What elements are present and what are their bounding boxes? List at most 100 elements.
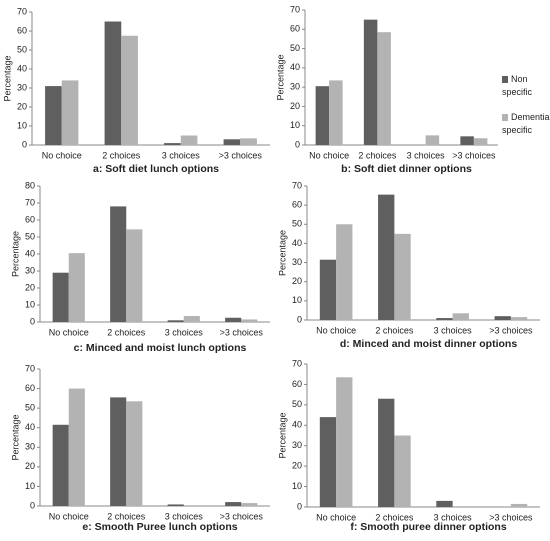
y-tick-label: 20	[25, 282, 35, 292]
bar	[121, 35, 138, 145]
x-tick-label: 3 choices	[162, 150, 201, 160]
bar	[494, 316, 511, 320]
x-tick-label: 3 choices	[407, 150, 446, 160]
y-tick-label: 60	[25, 214, 35, 224]
y-tick-label: 10	[17, 120, 27, 130]
x-tick-label: 3 choices	[165, 327, 204, 337]
chart-title t: c: Minced and moist lunch options	[74, 342, 247, 354]
chart-title t: f: Smooth puree dinner options	[350, 521, 506, 533]
bar	[68, 253, 85, 322]
bar	[436, 500, 453, 507]
x-tick-label: No choice	[309, 150, 349, 160]
y-tick-label: 60	[292, 379, 302, 389]
bar	[436, 318, 453, 320]
x-tick-label: 3 choices	[165, 511, 204, 521]
y-tick-label: 30	[25, 442, 35, 452]
x-tick-label: No choice	[49, 511, 89, 521]
legend-swatch	[502, 76, 508, 83]
y-tick-label: 20	[25, 461, 35, 471]
y-tick-label: 0	[297, 501, 302, 511]
bar	[104, 21, 122, 145]
y-axis-label: Percentage	[275, 54, 285, 100]
bar	[363, 19, 378, 146]
y-tick-label: 0	[30, 500, 35, 510]
x-tick-label: >3 choices	[219, 150, 263, 160]
bar	[329, 80, 343, 145]
chart-title t: d: Minced and moist dinner options	[340, 338, 517, 350]
bar	[378, 194, 395, 320]
y-tick-label: 40	[17, 63, 27, 73]
y-tick-label: 70	[25, 363, 35, 373]
bar	[394, 435, 411, 507]
y-tick-label: 60	[292, 200, 302, 210]
y-tick-label: 70	[292, 358, 302, 368]
y-tick-label: 10	[292, 295, 302, 305]
chart-title t: e: Smooth Puree lunch options	[82, 521, 237, 533]
x-tick-label: 2 choices	[107, 327, 146, 337]
y-tick-label: 50	[25, 403, 35, 413]
bar	[110, 206, 127, 322]
x-tick-label: No choice	[42, 150, 82, 160]
x-tick-label: >3 choices	[452, 150, 496, 160]
x-tick-label: >3 choices	[220, 511, 264, 521]
x-tick-label: No choice	[316, 512, 356, 522]
y-tick-label: 40	[292, 238, 302, 248]
x-tick-label: 3 choices	[434, 325, 473, 335]
bar	[241, 319, 258, 322]
y-tick-label: 70	[25, 197, 35, 207]
bar	[319, 417, 337, 507]
x-tick-label: No choice	[316, 325, 356, 335]
bar	[45, 86, 62, 145]
x-tick-label: >3 choices	[489, 325, 533, 335]
bar	[394, 233, 411, 320]
y-axis-label: Percentage	[277, 412, 287, 458]
bar	[510, 503, 528, 507]
x-tick-label: >3 choices	[489, 512, 533, 522]
y-tick-label: 10	[25, 481, 35, 491]
x-tick-label: >3 choices	[220, 327, 264, 337]
y-tick-label: 40	[25, 422, 35, 432]
y-tick-label: 50	[292, 399, 302, 409]
bar	[167, 320, 184, 322]
y-tick-label: 30	[292, 257, 302, 267]
y-axis-label: Percentage	[10, 414, 20, 460]
x-tick-label: 3 choices	[434, 512, 473, 522]
y-tick-label: 40	[290, 62, 300, 72]
y-tick-label: 10	[25, 299, 35, 309]
x-tick-label: 2 choices	[375, 325, 414, 335]
bar	[126, 229, 143, 322]
bar	[225, 502, 242, 506]
x-tick-label: 2 choices	[102, 150, 141, 160]
bar	[61, 80, 79, 145]
y-tick-label: 40	[25, 248, 35, 258]
chart-title t: a: Soft diet lunch options	[93, 163, 219, 175]
y-tick-label: 40	[292, 420, 302, 430]
bar	[336, 377, 353, 507]
y-axis-label: Percentage	[277, 230, 287, 276]
bar	[319, 259, 337, 320]
y-tick-label: 20	[290, 101, 300, 111]
y-tick-label: 20	[17, 101, 27, 111]
y-tick-label: 20	[292, 276, 302, 286]
x-tick-label: 2 choices	[358, 150, 397, 160]
y-tick-label: 60	[17, 25, 27, 35]
y-tick-label: 0	[22, 139, 27, 149]
bar	[183, 316, 200, 322]
y-tick-label: 20	[292, 461, 302, 471]
y-tick-label: 0	[295, 139, 300, 149]
bar	[315, 86, 330, 145]
y-tick-label: 50	[25, 231, 35, 241]
chart-title t: b: Soft diet dinner options	[341, 163, 472, 175]
bar	[336, 224, 353, 320]
y-tick-label: 10	[290, 120, 300, 130]
bar	[68, 388, 85, 506]
bar	[377, 32, 391, 145]
bar	[241, 503, 258, 506]
bar	[167, 504, 184, 506]
bar	[225, 317, 242, 322]
y-tick-label: 30	[290, 82, 300, 92]
bar	[378, 398, 395, 507]
x-tick-label: 2 choices	[107, 511, 146, 521]
y-tick-label: 60	[25, 383, 35, 393]
